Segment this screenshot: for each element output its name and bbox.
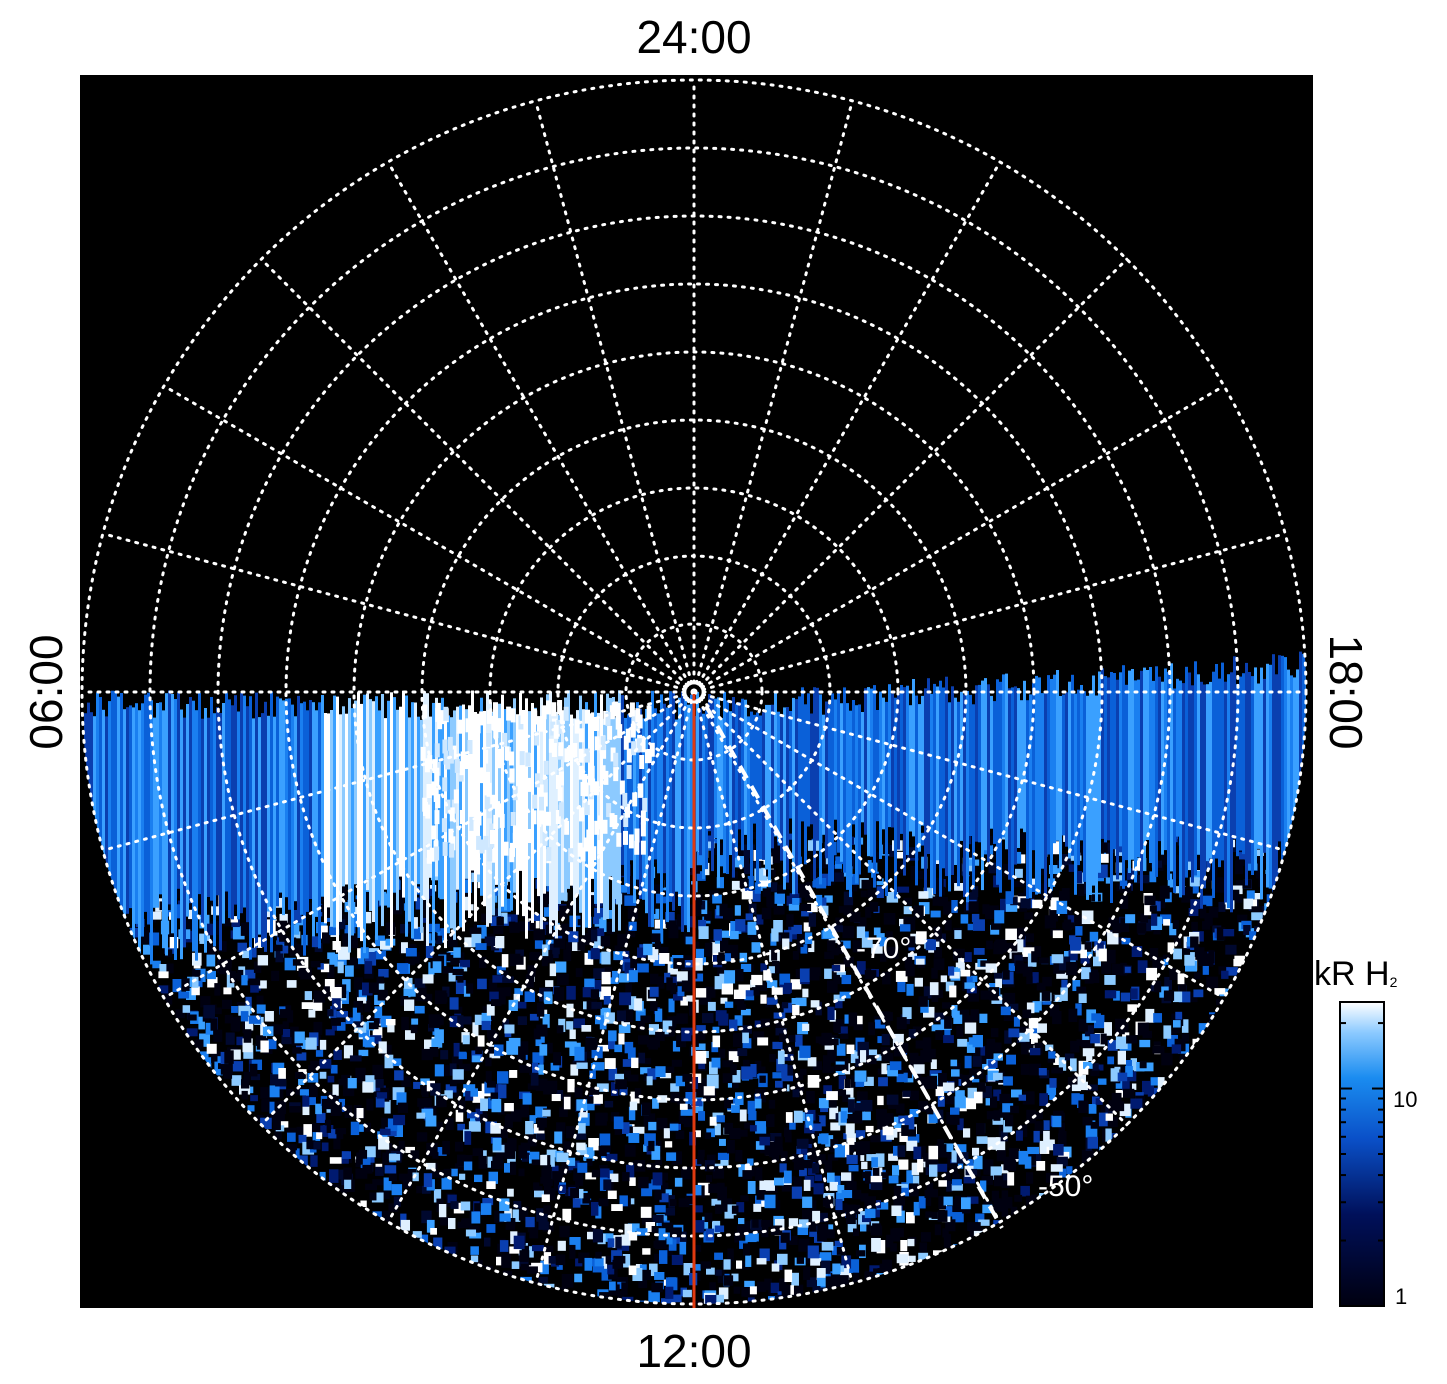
dashed-reference-line xyxy=(704,705,1004,1229)
lat-label-70: -70° xyxy=(856,932,911,965)
latitude-circle xyxy=(488,486,900,898)
local-time-label-left: 06:00 xyxy=(20,634,72,750)
local-time-label-top: 24:00 xyxy=(636,11,752,63)
colorbar-title: kR H2 xyxy=(1314,955,1398,993)
colorbar-tick-label-10: 10 xyxy=(1393,1087,1418,1112)
colorbar-ticks xyxy=(1340,1022,1384,1307)
latitude-circle xyxy=(80,78,1308,1306)
meridian-line xyxy=(692,690,854,1285)
lat-label-50: -50° xyxy=(1038,1170,1093,1203)
meridian-line xyxy=(692,690,1287,852)
colorbar-tick-label-1: 1 xyxy=(1395,1284,1408,1309)
meridian-line xyxy=(162,690,696,1000)
pole-marker xyxy=(682,680,706,704)
meridian-line xyxy=(692,690,1129,1127)
local-time-label-bottom: 12:00 xyxy=(636,1325,752,1377)
meridian-line xyxy=(386,690,696,1224)
colorbar xyxy=(1339,1001,1385,1307)
meridian-line xyxy=(534,99,696,694)
meridian-line xyxy=(534,690,696,1285)
meridian-line xyxy=(162,384,696,694)
meridian-line xyxy=(692,99,854,694)
meridian-line xyxy=(259,257,696,694)
lat-lon-grid xyxy=(80,78,1308,1306)
meridian-line xyxy=(692,532,1287,694)
meridian-line xyxy=(692,690,1226,1000)
meridian-line xyxy=(386,160,696,694)
meridian-line xyxy=(692,160,1002,694)
meridian-line xyxy=(692,257,1129,694)
meridian-line xyxy=(101,690,696,852)
meridian-line xyxy=(259,690,696,1127)
meridian-line xyxy=(101,532,696,694)
auroral-emission-layer xyxy=(84,651,1306,1304)
local-time-label-right: 18:00 xyxy=(1320,634,1372,750)
meridian-line xyxy=(692,384,1226,694)
